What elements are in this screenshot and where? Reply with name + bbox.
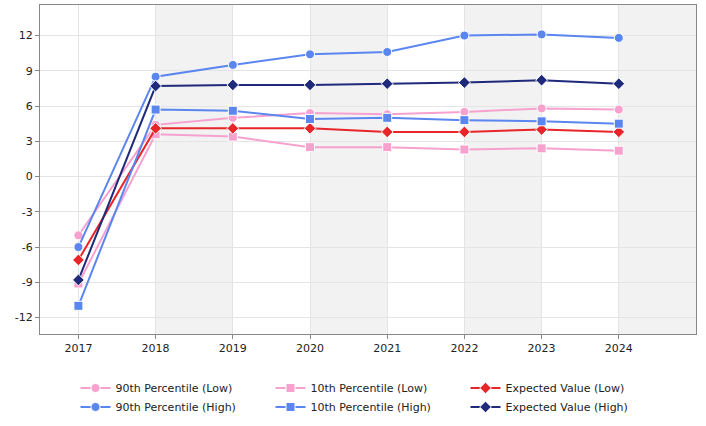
svg-text:0: 0 xyxy=(26,170,33,183)
svg-text:2021: 2021 xyxy=(373,342,401,355)
svg-text:90th Percentile (Low): 90th Percentile (Low) xyxy=(116,382,233,395)
svg-text:2019: 2019 xyxy=(219,342,247,355)
svg-text:2018: 2018 xyxy=(142,342,170,355)
svg-text:6: 6 xyxy=(26,100,33,113)
svg-text:-12: -12 xyxy=(15,311,33,324)
svg-text:2024: 2024 xyxy=(605,342,633,355)
svg-text:10th Percentile (Low): 10th Percentile (Low) xyxy=(311,382,428,395)
svg-text:12: 12 xyxy=(19,29,33,42)
svg-text:Expected Value (Low): Expected Value (Low) xyxy=(506,382,625,395)
svg-text:Expected Value (High): Expected Value (High) xyxy=(506,401,628,414)
svg-text:-9: -9 xyxy=(22,276,33,289)
svg-text:9: 9 xyxy=(26,65,33,78)
svg-text:2022: 2022 xyxy=(450,342,478,355)
svg-text:3: 3 xyxy=(26,135,33,148)
svg-text:10th Percentile (High): 10th Percentile (High) xyxy=(311,401,431,414)
svg-text:-3: -3 xyxy=(22,206,33,219)
svg-text:-6: -6 xyxy=(22,241,33,254)
svg-text:2017: 2017 xyxy=(64,342,92,355)
svg-text:2023: 2023 xyxy=(528,342,556,355)
svg-text:2020: 2020 xyxy=(296,342,324,355)
svg-text:90th Percentile (High): 90th Percentile (High) xyxy=(116,401,236,414)
